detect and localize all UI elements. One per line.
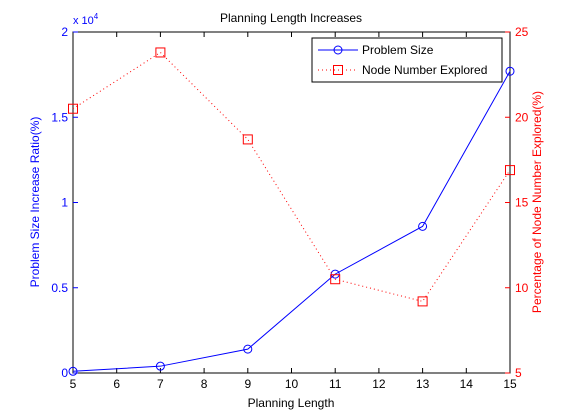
chart-title: Planning Length Increases [220,11,362,25]
x-axis-label: Planning Length [248,396,335,410]
series-line-1 [72,51,511,302]
data-point-problem-size [418,221,428,231]
left-tick-label: 0 [61,366,68,380]
right-tick-label: 5 [515,366,522,380]
series-line-0 [72,70,511,372]
legend-box [311,37,503,83]
data-point-node-number [505,165,515,176]
x-axis-ticks: 5 6 7 8 9 10 11 12 13 14 15 [70,32,517,391]
left-tick-label: 1.5 [51,110,68,124]
data-point-problem-size [68,366,78,376]
data-point-node-number [242,134,253,145]
series-layer [68,47,515,376]
data-point-node-number [155,47,166,58]
x-tick-label: 12 [372,377,386,391]
data-point-problem-size [155,361,165,371]
data-point-node-number [68,103,78,114]
data-point-node-number [417,296,428,307]
x-tick-label: 9 [244,377,251,391]
x-tick-label: 10 [285,377,299,391]
left-axis-label: Problem Size Increase Ratio(%) [28,117,42,288]
x-tick-label: 14 [460,377,474,391]
x-tick-label: 6 [113,377,120,391]
right-tick-label: 20 [515,110,529,124]
legend: Problem Size Node Number Explored [311,37,503,83]
left-tick-label: 1 [61,196,68,210]
data-point-node-number [330,274,341,285]
legend-label-problem-size: Problem Size [362,43,434,57]
legend-marker-node-number [333,65,343,75]
x-tick-label: 11 [329,377,342,391]
left-tick-label: 0.5 [51,281,68,295]
legend-marker-problem-size [333,45,343,55]
data-point-problem-size [243,344,253,354]
right-tick-label: 10 [515,281,529,295]
data-point-problem-size [505,66,515,76]
x-tick-label: 13 [416,377,430,391]
legend-label-node-number: Node Number Explored [362,63,487,77]
x-tick-label: 5 [70,377,77,391]
x-tick-label: 7 [157,377,164,391]
right-tick-label: 25 [515,25,529,39]
right-axis-label: Percentage of Node Number Explored(%) [530,91,544,313]
right-axis-ticks: 5 10 15 20 25 [505,25,529,380]
right-tick-label: 15 [515,196,529,210]
left-axis-multiplier-exponent: 4 [94,12,99,21]
plot-area [72,31,511,374]
data-point-problem-size [330,269,340,279]
x-tick-label: 8 [201,377,208,391]
left-axis-ticks: 0 0.5 1 1.5 2 [51,25,78,380]
x-tick-label: 15 [503,377,517,391]
left-tick-label: 2 [61,25,68,39]
left-axis-multiplier: x 104 [73,12,99,27]
